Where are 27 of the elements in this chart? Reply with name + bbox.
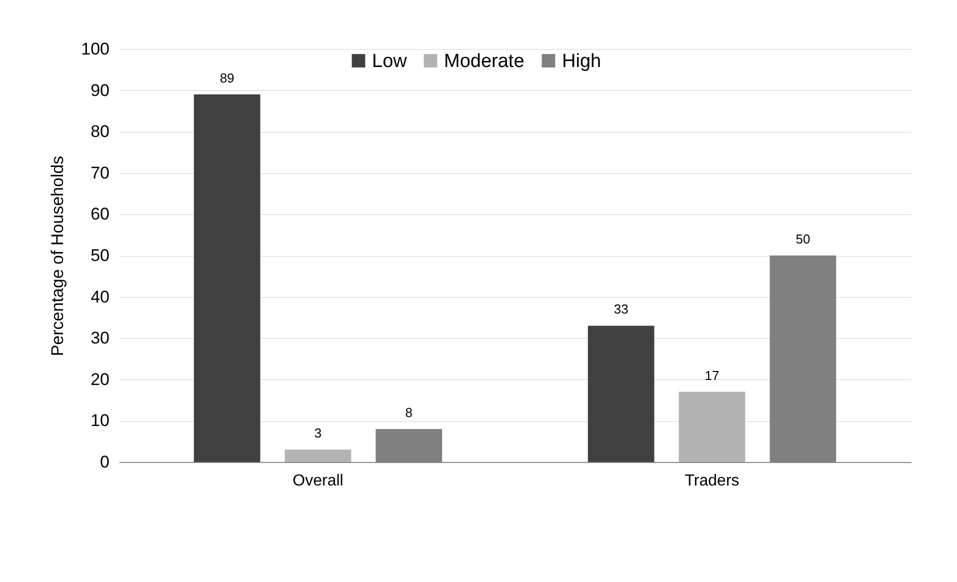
data-label: 17 <box>704 368 720 383</box>
bar <box>284 450 352 462</box>
y-tick-label: 10 <box>90 411 110 430</box>
y-tick-label: 50 <box>90 246 110 265</box>
y-tick-label: 30 <box>90 328 110 348</box>
data-label: 89 <box>220 70 234 86</box>
bar <box>588 326 654 462</box>
data-label: 3 <box>314 426 322 441</box>
y-tick-label: 90 <box>90 80 110 100</box>
legend-label: Moderate <box>444 50 524 72</box>
bar <box>194 94 260 462</box>
data-label: 50 <box>796 232 810 246</box>
y-tick-label: 80 <box>90 122 110 142</box>
x-tick-label: Overall <box>292 472 344 490</box>
bar <box>678 392 746 462</box>
legend-label: Low <box>372 50 408 72</box>
y-tick-label: 100 <box>81 40 110 58</box>
x-tick-label: Traders <box>684 472 740 490</box>
data-label: 8 <box>405 404 413 420</box>
y-axis-title: Percentage of Households <box>48 156 68 356</box>
data-label: 33 <box>614 302 628 317</box>
y-tick-label: 0 <box>100 452 110 472</box>
y-tick-label: 60 <box>90 204 110 224</box>
legend-label: High <box>562 50 602 72</box>
y-tick-label: 20 <box>90 370 110 389</box>
y-tick-label: 40 <box>90 287 110 306</box>
y-tick-label: 70 <box>90 163 110 182</box>
